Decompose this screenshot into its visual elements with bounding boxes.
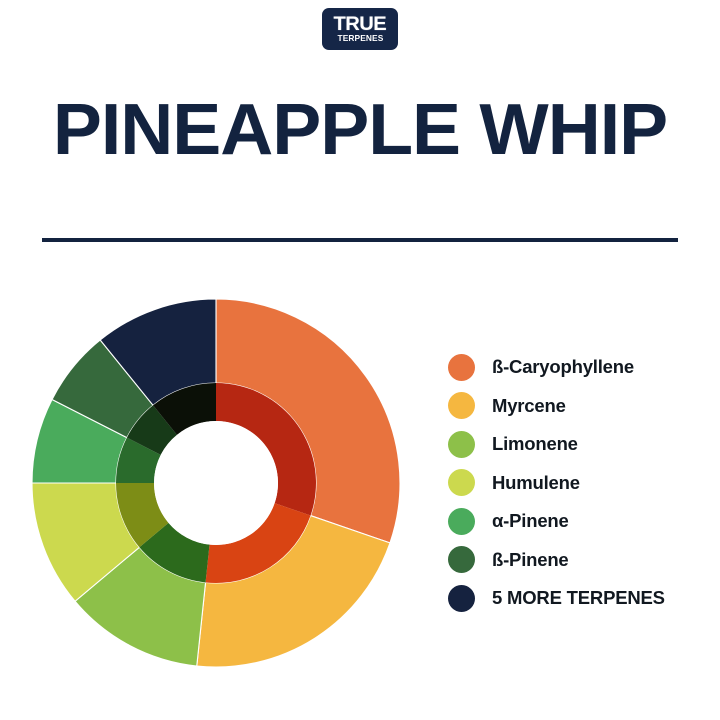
legend-item-label: Limonene bbox=[492, 433, 578, 455]
legend-swatch-icon bbox=[448, 392, 475, 420]
pie-slice-inner bbox=[116, 437, 161, 483]
legend-item: ß-Caryophyllene bbox=[448, 348, 698, 387]
page-title: PINEAPPLE WHIP bbox=[52, 90, 668, 170]
legend-item-label: Humulene bbox=[492, 471, 580, 493]
inner-ring-group bbox=[116, 383, 316, 583]
legend-item: Humulene bbox=[448, 464, 698, 503]
pie-slice-inner bbox=[205, 503, 311, 583]
brand-logo-secondary-text: TERPENES bbox=[337, 34, 383, 43]
terpene-donut-chart bbox=[31, 298, 401, 668]
legend-item: ß-Pinene bbox=[448, 541, 698, 580]
donut-center-hole bbox=[154, 421, 278, 545]
pie-slice-inner bbox=[153, 383, 216, 435]
legend-item-label: α-Pinene bbox=[492, 510, 569, 532]
title-divider bbox=[42, 238, 678, 242]
pie-slice-inner bbox=[216, 383, 316, 516]
outer-ring-group bbox=[31, 298, 401, 668]
brand-logo-primary-text: TRUE bbox=[333, 14, 387, 35]
legend-item: Limonene bbox=[448, 425, 698, 464]
legend-item-label: ß-Pinene bbox=[492, 548, 569, 570]
donut-chart-svg bbox=[31, 298, 401, 668]
legend-item-label: ß-Caryophyllene bbox=[492, 356, 634, 378]
pie-slice-inner bbox=[126, 405, 177, 455]
legend-swatch-icon bbox=[448, 430, 475, 458]
legend-item: Myrcene bbox=[448, 387, 698, 426]
pie-slice-inner bbox=[139, 522, 210, 583]
chart-legend: ß-Caryophyllene Myrcene Limonene Humulene α-… bbox=[448, 348, 698, 618]
brand-logo: TRUE TERPENES bbox=[322, 8, 398, 50]
legend-item: 5 MORE TERPENES bbox=[448, 579, 698, 618]
legend-swatch-icon bbox=[448, 469, 475, 497]
legend-swatch-icon bbox=[448, 353, 475, 381]
legend-swatch-icon bbox=[448, 507, 475, 535]
legend-swatch-icon bbox=[448, 584, 475, 612]
pie-slice-inner bbox=[116, 483, 169, 548]
legend-item-label: Myrcene bbox=[492, 394, 566, 416]
legend-item: α-Pinene bbox=[448, 502, 698, 541]
legend-swatch-icon bbox=[448, 546, 475, 574]
legend-item-label: 5 MORE TERPENES bbox=[492, 587, 665, 609]
